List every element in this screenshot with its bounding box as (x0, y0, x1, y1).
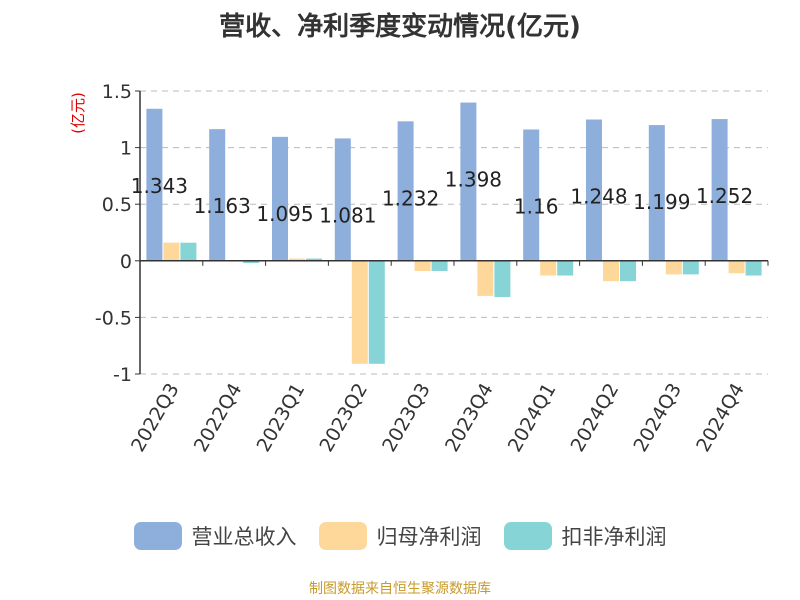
legend: 营业总收入 归母净利润 扣非净利润 (0, 519, 800, 553)
data-label-revenue: 1.095 (256, 202, 313, 226)
data-label-revenue: 1.081 (319, 203, 376, 227)
bar-net-profit (603, 260, 619, 282)
grid-lines (140, 90, 768, 375)
bar-revenue (523, 129, 540, 261)
legend-label: 扣非净利润 (561, 525, 667, 549)
bar-revenue (460, 102, 477, 261)
bar-revenue (397, 121, 414, 261)
bar-deducted-net-profit (306, 258, 322, 261)
bar-deducted-net-profit (557, 260, 574, 276)
y-tick-label: -1 (113, 364, 132, 386)
bar-revenue (586, 119, 602, 261)
bar-deducted-net-profit (243, 260, 260, 264)
bar-net-profit (414, 260, 431, 271)
data-label-revenue: 1.232 (382, 186, 439, 210)
data-label-revenue: 1.398 (445, 168, 502, 192)
bar-revenue (146, 108, 163, 261)
x-tick-label: 2024Q1 (504, 380, 561, 456)
x-tick-label: 2024Q4 (692, 380, 749, 456)
legend-swatch (318, 522, 367, 550)
data-label-revenue: 1.252 (696, 184, 753, 208)
x-tick-label: 2023Q3 (378, 380, 435, 456)
legend-swatch (133, 522, 182, 550)
y-tick-label: 1 (120, 138, 132, 160)
source-footer: 制图数据来自恒生聚源数据库 (309, 581, 491, 597)
bars (146, 102, 762, 364)
bar-net-profit (477, 260, 494, 296)
bar-revenue (648, 125, 665, 261)
x-tick-label: 2024Q2 (567, 380, 624, 456)
x-tick-label: 2022Q3 (127, 380, 184, 456)
bar-deducted-net-profit (368, 260, 385, 364)
bar-net-profit (540, 260, 557, 276)
x-tick-label: 2023Q1 (253, 380, 310, 456)
bar-deducted-net-profit (494, 260, 511, 298)
legend-item[interactable]: 归母净利润 (318, 521, 482, 551)
x-tick-label: 2024Q3 (629, 380, 686, 456)
legend-swatch (503, 522, 552, 550)
bar-net-profit (351, 260, 368, 364)
y-tick-label: 0.5 (102, 194, 132, 216)
x-tick-label: 2023Q4 (441, 380, 498, 456)
bar-deducted-net-profit (745, 260, 762, 276)
bar-net-profit (289, 258, 305, 261)
y-tick-label: 0 (120, 251, 132, 273)
bar-revenue (711, 119, 728, 261)
bar-net-profit (665, 260, 682, 275)
legend-item[interactable]: 扣非净利润 (503, 521, 667, 551)
bar-deducted-net-profit (682, 260, 699, 275)
data-label-revenue: 1.163 (194, 194, 251, 218)
bar-revenue (334, 138, 351, 261)
data-label-revenue: 1.248 (570, 185, 627, 209)
y-tick-label: -0.5 (95, 307, 132, 329)
legend-label: 归母净利润 (376, 525, 482, 549)
bar-deducted-net-profit (180, 242, 197, 261)
bar-revenue (272, 136, 288, 261)
y-axis-unit-label: (亿元) (69, 92, 87, 134)
data-label-revenue: 1.199 (633, 190, 690, 214)
bar-revenue (209, 129, 226, 261)
bar-net-profit (163, 242, 180, 261)
legend-label: 营业总收入 (191, 525, 297, 549)
data-label-revenue: 1.343 (131, 174, 188, 198)
y-tick-label: 1.5 (102, 81, 132, 103)
x-tick-label: 2022Q4 (190, 380, 247, 456)
bar-deducted-net-profit (620, 260, 636, 282)
legend-item[interactable]: 营业总收入 (133, 521, 297, 551)
x-tick-label: 2023Q2 (315, 380, 372, 456)
bar-deducted-net-profit (431, 260, 448, 271)
chart-title: 营收、净利季度变动情况(亿元) (219, 12, 581, 42)
bar-net-profit (728, 260, 745, 274)
data-label-revenue: 1.16 (514, 194, 559, 218)
